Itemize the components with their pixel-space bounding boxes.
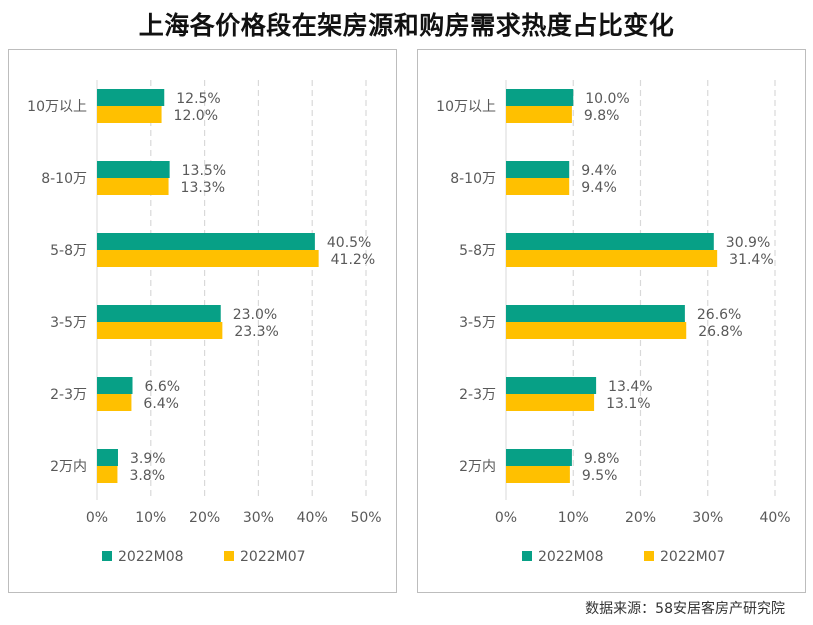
left-bar-chart: 0% 10% 20% 30% 40% 50% 10万以上 12.5%12.0% 8-10万 13.… xyxy=(27,80,382,565)
x-tick-label: 0% xyxy=(495,510,517,526)
bar-2022m07 xyxy=(97,106,162,123)
legend-label: 2022M08 xyxy=(538,549,604,565)
data-label: 26.6% xyxy=(697,307,741,323)
page-title: 上海各价格段在架房源和购房需求热度占比变化 xyxy=(138,11,675,40)
category-label: 2-3万 xyxy=(50,387,87,403)
legend-swatch xyxy=(522,551,532,561)
legend-label: 2022M07 xyxy=(660,549,726,565)
x-tick-label: 50% xyxy=(350,510,381,526)
right-bar-chart: 0% 10% 20% 30% 40%10万以上 10.0%9.8%8-10万 9.4%9.4… xyxy=(436,80,791,565)
data-label: 3.8% xyxy=(129,468,165,484)
bar-2022m08 xyxy=(506,89,574,106)
bar-2022m07 xyxy=(97,394,132,411)
bar-2022m07 xyxy=(506,466,570,483)
legend-label: 2022M07 xyxy=(240,549,306,565)
bar-2022m08 xyxy=(97,449,118,466)
data-label: 6.6% xyxy=(145,379,181,395)
bar-2022m08 xyxy=(97,89,165,106)
x-tick-label: 40% xyxy=(297,510,328,526)
bar-2022m07 xyxy=(97,466,118,483)
bar-2022m07 xyxy=(506,322,687,339)
data-label: 12.0% xyxy=(174,108,218,124)
x-tick-label: 30% xyxy=(692,510,723,526)
category-label: 10万以上 xyxy=(436,99,496,115)
bar-2022m08 xyxy=(97,377,133,394)
category-label: 10万以上 xyxy=(27,99,87,115)
data-label: 6.4% xyxy=(143,396,179,412)
category-label: 5-8万 xyxy=(459,243,496,259)
bar-2022m07 xyxy=(506,250,718,267)
bar-2022m08 xyxy=(97,161,170,178)
x-tick-label: 20% xyxy=(189,510,220,526)
category-label: 5-8万 xyxy=(50,243,87,259)
bar-2022m07 xyxy=(506,394,595,411)
x-tick-label: 10% xyxy=(558,510,589,526)
x-tick-label: 20% xyxy=(625,510,656,526)
category-label: 2万内 xyxy=(459,459,496,475)
x-tick-label: 0% xyxy=(86,510,108,526)
category-label: 8-10万 xyxy=(450,171,496,187)
category-label: 8-10万 xyxy=(41,171,87,187)
right-chart-panel: 0% 10% 20% 30% 40% 10万以上 10.0% 9.8% 8-10万 9.4% 9.4… xyxy=(417,49,806,593)
data-label: 12.5% xyxy=(176,91,220,107)
category-label: 2-3万 xyxy=(459,387,496,403)
legend-swatch xyxy=(224,551,234,561)
bar-2022m08 xyxy=(506,305,685,322)
bar-2022m08 xyxy=(97,305,221,322)
bar-2022m07 xyxy=(97,322,223,339)
bar-2022m08 xyxy=(506,449,572,466)
data-label: 9.4% xyxy=(581,180,617,196)
category-label: 3-5万 xyxy=(50,315,87,331)
category-label: 2万内 xyxy=(50,459,87,475)
bar-2022m07 xyxy=(506,106,572,123)
data-label: 13.3% xyxy=(181,180,225,196)
data-label: 9.8% xyxy=(584,108,620,124)
bar-2022m08 xyxy=(506,233,714,250)
data-label: 23.0% xyxy=(233,307,277,323)
data-label: 13.4% xyxy=(608,379,652,395)
data-label: 23.3% xyxy=(234,324,278,340)
data-label: 9.5% xyxy=(582,468,618,484)
legend-label: 2022M08 xyxy=(118,549,184,565)
data-label: 40.5% xyxy=(327,235,371,251)
x-tick-label: 30% xyxy=(243,510,274,526)
data-label: 30.9% xyxy=(726,235,770,251)
bar-2022m07 xyxy=(97,178,169,195)
bar-2022m08 xyxy=(506,161,570,178)
data-label: 10.0% xyxy=(585,91,629,107)
data-label: 31.4% xyxy=(729,252,773,268)
bar-2022m07 xyxy=(97,250,319,267)
legend-swatch xyxy=(644,551,654,561)
data-label: 13.5% xyxy=(182,163,226,179)
category-label: 3-5万 xyxy=(459,315,496,331)
data-label: 41.2% xyxy=(331,252,375,268)
data-label: 3.9% xyxy=(130,451,166,467)
data-source-note: 数据来源：58安居客房产研究院 xyxy=(585,601,785,617)
legend-swatch xyxy=(102,551,112,561)
data-label: 26.8% xyxy=(698,324,742,340)
x-tick-label: 40% xyxy=(759,510,790,526)
left-chart-panel: 0% 10% 20% 30% 40% 50% 10万以上 12.5% 12.0% 8-10万 13.… xyxy=(8,49,397,593)
data-label: 9.4% xyxy=(581,163,617,179)
data-label: 9.8% xyxy=(584,451,620,467)
x-tick-label: 10% xyxy=(135,510,166,526)
bar-2022m08 xyxy=(97,233,315,250)
data-label: 13.1% xyxy=(606,396,650,412)
bar-2022m08 xyxy=(506,377,597,394)
bar-2022m07 xyxy=(506,178,570,195)
